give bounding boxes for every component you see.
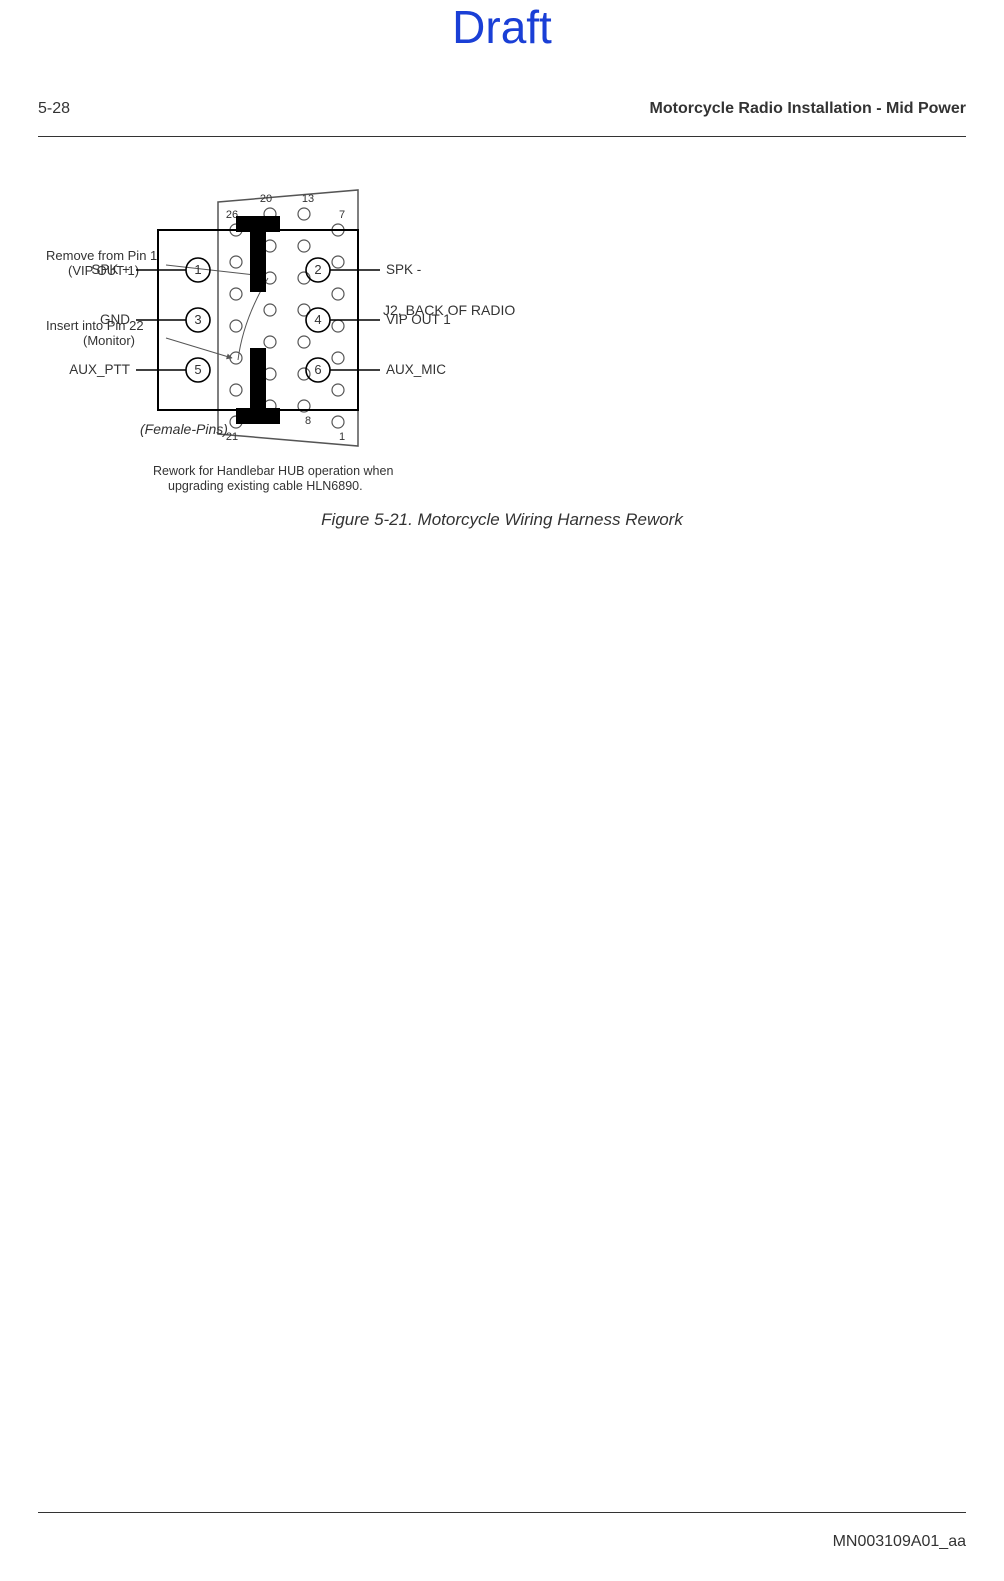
conn6-pin-number: 6 xyxy=(314,362,321,377)
conn6-pin-number: 3 xyxy=(194,312,201,327)
key-top-stem xyxy=(250,230,266,292)
rework-note-l2: upgrading existing cable HLN6890. xyxy=(168,479,363,493)
right-connector-diagram: 1 3 5 2 4 6 (Female-Pins) SPK + GND AUX_PTT SPK … xyxy=(38,200,478,465)
conn6-signal-label: AUX_PTT xyxy=(69,362,130,377)
conn6-signal-label: VIP OUT 1 xyxy=(386,312,451,327)
footer-doc-id: MN003109A01_aa xyxy=(833,1533,966,1551)
conn6-pin-number: 5 xyxy=(194,362,201,377)
key-bot-stem xyxy=(250,348,266,410)
key-top-cap xyxy=(236,216,280,232)
conn6-pin-number: 4 xyxy=(314,312,321,327)
diagram-area: Remove from Pin 1 (VIP OUT 1) Insert int… xyxy=(38,170,966,540)
draft-watermark: Draft xyxy=(0,0,1004,54)
footer-rule xyxy=(38,1512,966,1513)
section-title: Motorcycle Radio Installation - Mid Powe… xyxy=(650,100,966,118)
conn6-signal-label: AUX_MIC xyxy=(386,362,446,377)
conn6-pin-number: 1 xyxy=(194,262,201,277)
key-bot-cap xyxy=(236,408,280,424)
rework-note-l1: Rework for Handlebar HUB operation when xyxy=(153,464,393,478)
conn6-signal-label: SPK - xyxy=(386,262,421,277)
page-header: 5-28 Motorcycle Radio Installation - Mid… xyxy=(38,100,966,118)
page: Draft 5-28 Motorcycle Radio Installation… xyxy=(0,0,1004,1581)
figure-caption: Figure 5-21. Motorcycle Wiring Harness R… xyxy=(0,510,1004,530)
header-rule xyxy=(38,136,966,137)
conn6-signal-label: SPK + xyxy=(91,262,130,277)
conn6-signal-label: GND xyxy=(100,312,130,327)
page-number: 5-28 xyxy=(38,100,70,118)
conn6-pin-number: 2 xyxy=(314,262,321,277)
female-pins-label: (Female-Pins) xyxy=(140,421,228,437)
